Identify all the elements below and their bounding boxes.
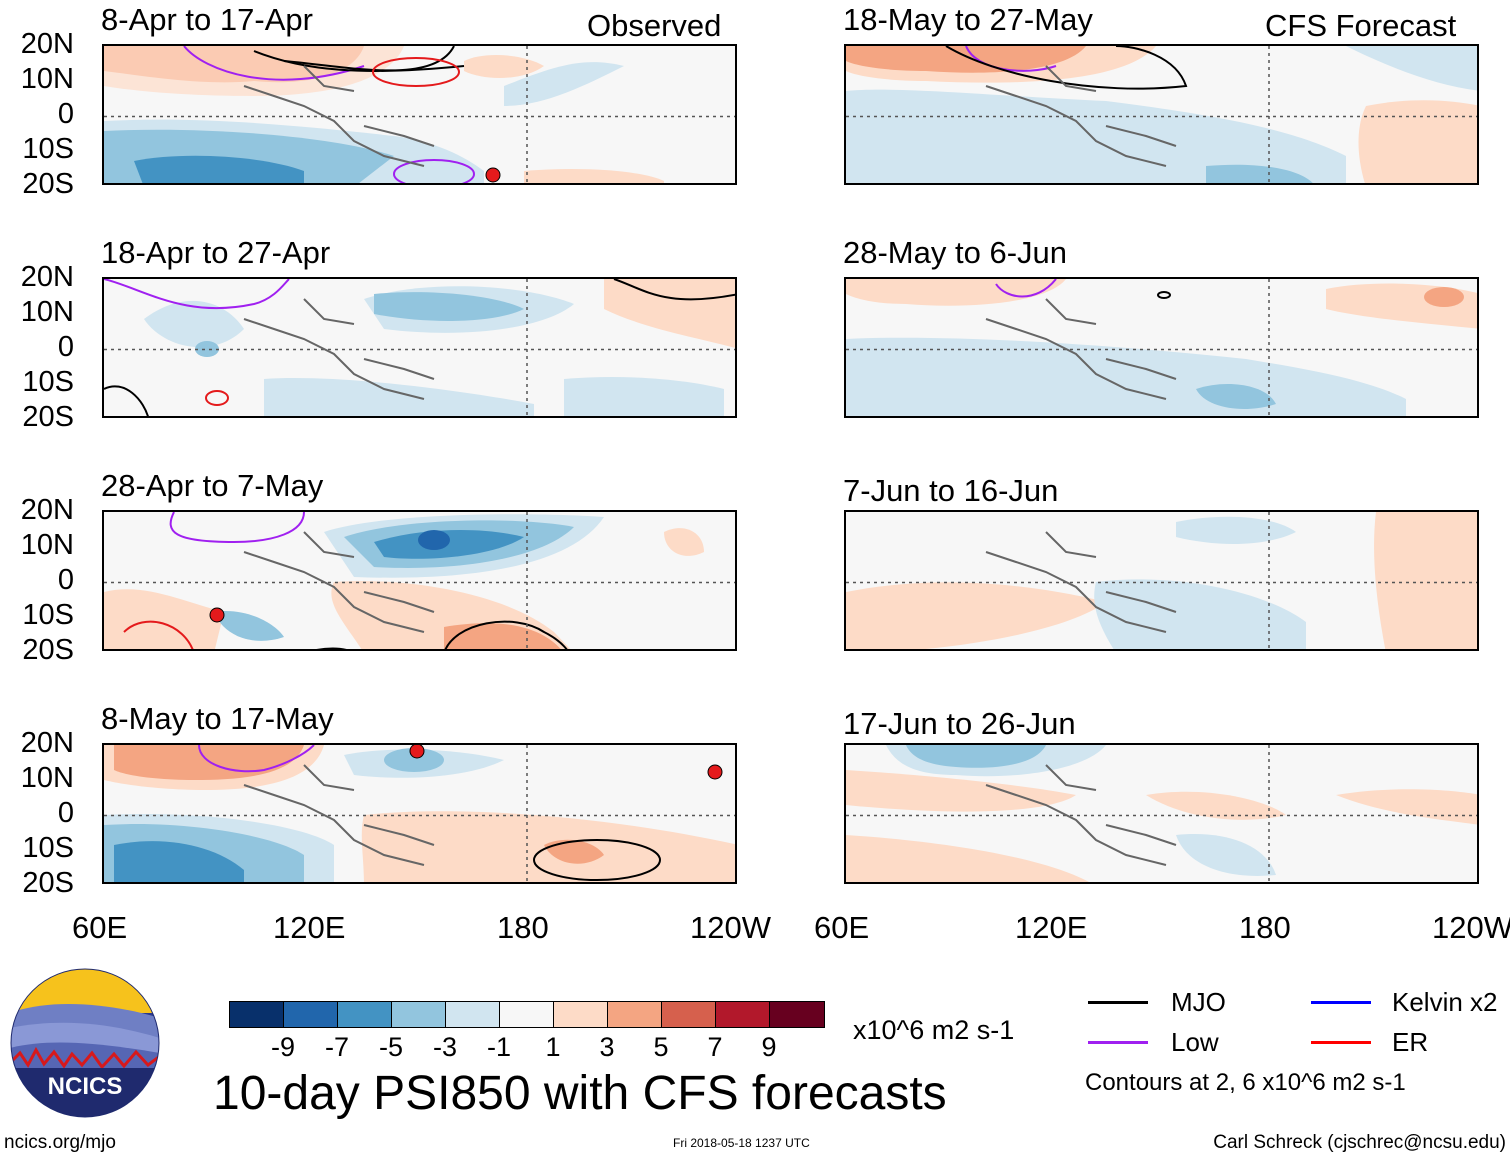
colorbar xyxy=(229,1001,825,1028)
legend-line-er xyxy=(1311,1041,1371,1044)
colorbar-tick-label: -5 xyxy=(378,1032,403,1062)
lat-label: 0 xyxy=(57,564,74,596)
lon-label-120e-left: 120E xyxy=(273,910,346,945)
map-panel-fcst-2 xyxy=(844,277,1479,418)
colorbar-swatch xyxy=(662,1002,716,1027)
lat-label: 20S xyxy=(22,867,74,899)
legend-line-kelvin xyxy=(1311,1001,1371,1004)
lat-label: 0 xyxy=(57,331,74,363)
panel-title-fcst-3: 7-Jun to 16-Jun xyxy=(843,473,1059,508)
colorbar-tick-label: -3 xyxy=(432,1032,457,1062)
panel-title-obs-3: 28-Apr to 7-May xyxy=(101,468,324,503)
colorbar-tick-label: 7 xyxy=(707,1032,723,1062)
lat-label: 20N xyxy=(20,727,74,759)
footer-timestamp: Fri 2018-05-18 1237 UTC xyxy=(673,1136,810,1150)
legend-label-low: Low xyxy=(1171,1027,1219,1057)
panel-title-obs-4: 8-May to 17-May xyxy=(101,701,334,736)
colorbar-tick-label: 3 xyxy=(599,1032,615,1062)
lat-label: 10N xyxy=(20,63,74,95)
colorbar-swatch xyxy=(338,1002,392,1027)
map-panel-fcst-1 xyxy=(844,44,1479,185)
logo-text: NCICS xyxy=(48,1073,123,1100)
contours-note: Contours at 2, 6 x10^6 m2 s-1 xyxy=(1085,1069,1406,1096)
panel-title-fcst-2: 28-May to 6-Jun xyxy=(843,235,1067,270)
colorbar-swatch xyxy=(284,1002,338,1027)
colorbar-swatch xyxy=(608,1002,662,1027)
colorbar-tick-label: 5 xyxy=(653,1032,669,1062)
colorbar-swatch xyxy=(554,1002,608,1027)
footer-author: Carl Schreck (cjschrec@ncsu.edu) xyxy=(1213,1132,1506,1153)
legend-label-er: ER xyxy=(1392,1027,1429,1057)
panel-title-fcst-4: 17-Jun to 26-Jun xyxy=(843,706,1076,741)
lat-label: 0 xyxy=(57,98,74,130)
colorbar-tick-label: -9 xyxy=(270,1032,295,1062)
lat-label: 20N xyxy=(20,261,74,293)
colorbar-swatch xyxy=(446,1002,500,1027)
lon-label-60e-left: 60E xyxy=(72,910,128,945)
colorbar-swatch xyxy=(392,1002,446,1027)
panel-title-obs-2: 18-Apr to 27-Apr xyxy=(101,235,331,270)
map-panel-obs-2 xyxy=(102,277,737,418)
lon-label-120w-right: 120W xyxy=(1432,910,1510,945)
legend-label-mjo: MJO xyxy=(1171,987,1226,1017)
lat-label: 10S xyxy=(22,832,74,864)
lat-label: 10N xyxy=(20,762,74,794)
colorbar-swatch xyxy=(716,1002,770,1027)
lat-label: 20S xyxy=(22,168,74,200)
map-panel-obs-1 xyxy=(102,44,737,185)
colorbar-tick-label: -7 xyxy=(324,1032,349,1062)
lat-label: 0 xyxy=(57,797,74,829)
colorbar-units: x10^6 m2 s-1 xyxy=(853,1015,1015,1045)
ncics-logo: NCICS xyxy=(10,968,160,1118)
lat-label: 10N xyxy=(20,529,74,561)
map-panel-obs-4 xyxy=(102,743,737,884)
legend-label-kelvin: Kelvin x2 xyxy=(1392,987,1498,1017)
lon-label-180-right: 180 xyxy=(1239,910,1291,945)
map-panel-fcst-3 xyxy=(844,510,1479,651)
colorbar-swatch xyxy=(770,1002,824,1027)
colorbar-tick-label: 9 xyxy=(761,1032,777,1062)
panel-label-observed: Observed xyxy=(587,8,722,43)
panel-title-fcst-1: 18-May to 27-May xyxy=(843,2,1093,37)
colorbar-swatch xyxy=(230,1002,284,1027)
lat-label: 10N xyxy=(20,296,74,328)
legend-line-mjo xyxy=(1088,1001,1148,1004)
lon-label-120w-left: 120W xyxy=(690,910,771,945)
legend-line-low xyxy=(1088,1041,1148,1044)
map-panel-fcst-4 xyxy=(844,743,1479,884)
lon-label-60e-right: 60E xyxy=(814,910,870,945)
panel-title-obs-1: 8-Apr to 17-Apr xyxy=(101,2,313,37)
lat-label: 10S xyxy=(22,366,74,398)
lon-label-120e-right: 120E xyxy=(1015,910,1088,945)
lat-label: 20S xyxy=(22,634,74,666)
figure-title: 10-day PSI850 with CFS forecasts xyxy=(213,1067,947,1120)
footer-website[interactable]: ncics.org/mjo xyxy=(4,1132,116,1153)
lon-label-180-left: 180 xyxy=(497,910,549,945)
map-panel-obs-3 xyxy=(102,510,737,651)
panel-label-cfs-forecast: CFS Forecast xyxy=(1265,8,1457,43)
lat-label: 10S xyxy=(22,133,74,165)
colorbar-tick-label: 1 xyxy=(545,1032,561,1062)
lat-label: 20N xyxy=(20,494,74,526)
colorbar-swatch xyxy=(500,1002,554,1027)
lat-label: 10S xyxy=(22,599,74,631)
lat-label: 20N xyxy=(20,28,74,60)
lat-label: 20S xyxy=(22,401,74,433)
colorbar-tick-label: -1 xyxy=(486,1032,511,1062)
